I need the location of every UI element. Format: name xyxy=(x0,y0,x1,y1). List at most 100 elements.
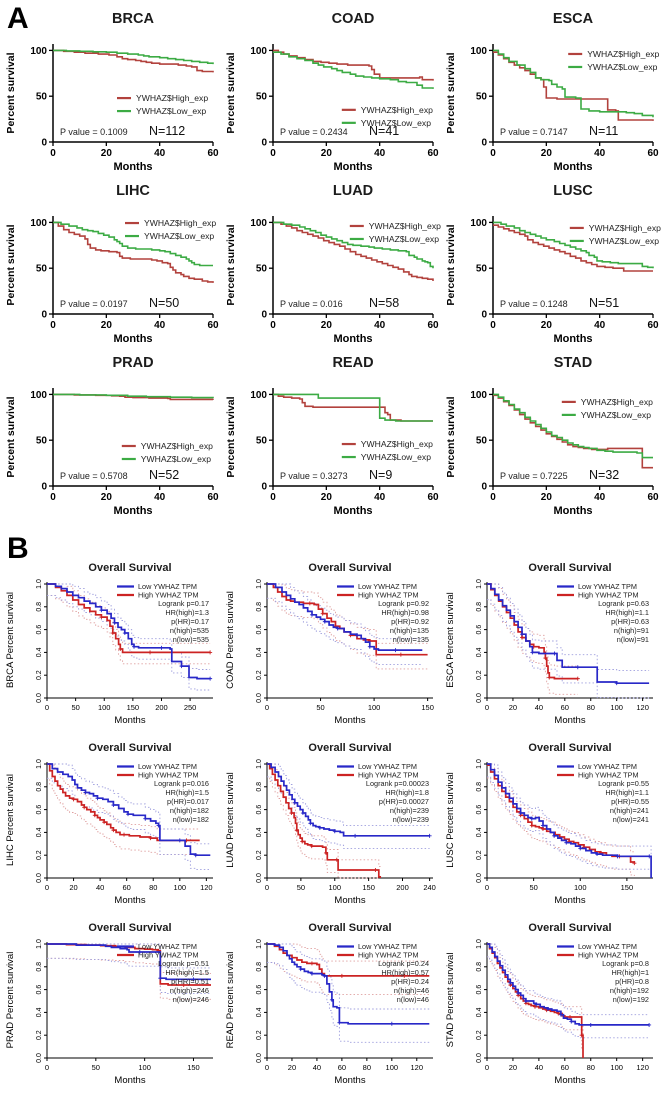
y-axis-label: Percent survival xyxy=(5,396,17,477)
ci-curve-low xyxy=(487,776,652,878)
x-tick-label: 60 xyxy=(427,320,439,331)
n-label: N=9 xyxy=(369,468,392,482)
x-tick-label: 0 xyxy=(485,703,489,712)
legend-label-high: High YWHAZ TPM xyxy=(138,951,199,960)
stat-line: n(high)=241 xyxy=(610,806,649,815)
censor-mark xyxy=(322,619,327,624)
stat-line: HR(high)=0.98 xyxy=(381,608,429,617)
x-tick-label: 100 xyxy=(328,883,341,892)
y-tick-label: 0.4 xyxy=(36,1007,43,1017)
y-tick-label: 0.0 xyxy=(476,1053,483,1063)
x-tick-label: 50 xyxy=(316,703,324,712)
x-tick-label: 100 xyxy=(98,703,111,712)
survival-chart-svg: LIHC 0 50 100 0 20 40 60 Months Percent survival Y… xyxy=(5,183,219,345)
censor-mark xyxy=(148,836,153,841)
censor-mark xyxy=(309,844,314,849)
x-tick-label: 0 xyxy=(45,883,49,892)
censor-mark xyxy=(332,829,337,834)
x-tick-label: 200 xyxy=(155,703,168,712)
censor-mark xyxy=(568,1014,572,1019)
y-axis-label: Percent survival xyxy=(445,396,457,477)
stat-line: n(low)=192 xyxy=(613,995,649,1004)
x-tick-label: 0 xyxy=(490,492,496,503)
censor-mark xyxy=(292,800,297,805)
x-tick-label: 60 xyxy=(427,492,439,503)
y-axis-label: Percent survival xyxy=(5,52,17,133)
censor-mark xyxy=(122,631,127,636)
stat-line: n(low)=182 xyxy=(173,815,209,824)
survival-chart-svg: COAD 0 50 100 0 20 40 60 Months Percent survival Y… xyxy=(225,11,439,173)
chart-title: COAD xyxy=(332,11,375,27)
x-tick-label: 20 xyxy=(541,320,553,331)
x-tick-label: 100 xyxy=(610,703,623,712)
censor-mark xyxy=(575,665,580,670)
y-tick-label: 0.4 xyxy=(36,647,43,657)
survival-curve-low xyxy=(487,583,650,685)
y-tick-label: 0.2 xyxy=(256,850,263,860)
survival-curve-high xyxy=(273,393,433,422)
censor-mark xyxy=(393,648,398,653)
x-tick-label: 100 xyxy=(368,703,381,712)
x-tick-label: 80 xyxy=(587,1063,595,1072)
ci-curve-low xyxy=(267,583,423,640)
x-tick-label: 60 xyxy=(647,320,659,331)
y-tick-label: 100 xyxy=(250,218,267,229)
y-tick-label: 0.4 xyxy=(256,647,263,657)
censor-mark xyxy=(309,612,314,617)
ci-curve-high xyxy=(267,776,381,879)
censor-mark xyxy=(632,861,637,866)
legend-label-high: High YWHAZ TPM xyxy=(138,771,199,780)
legend-label-low: Low YWHAZ TPM xyxy=(138,942,197,951)
legend-label-high: High YWHAZ TPM xyxy=(358,591,419,600)
censor-mark xyxy=(102,820,107,825)
x-tick-label: 40 xyxy=(374,492,386,503)
legend-label-high: YWHAZ$High_exp xyxy=(361,439,433,449)
y-tick-label: 50 xyxy=(256,264,268,275)
legend-label-high: High YWHAZ TPM xyxy=(138,591,199,600)
x-tick-label: 120 xyxy=(636,1063,649,1072)
legend-label-low: YWHAZ$Low_exp xyxy=(361,452,431,462)
censor-mark xyxy=(337,1020,342,1025)
ci-curve-low xyxy=(487,943,650,1016)
chart-lusc-a: LUSC 0 50 100 0 20 40 60 Months Percent survival Y… xyxy=(441,178,661,350)
y-tick-label: 0.8 xyxy=(256,962,263,972)
x-tick-label: 80 xyxy=(587,703,595,712)
ci-curve-high xyxy=(267,597,428,670)
n-label: N=58 xyxy=(369,296,399,310)
censor-mark xyxy=(540,823,545,828)
x-axis-label: Months xyxy=(334,1075,365,1086)
chart-title: ESCA xyxy=(553,11,594,27)
censor-mark xyxy=(402,973,407,978)
ci-curve-high xyxy=(487,956,584,1058)
y-tick-label: 0.0 xyxy=(36,873,43,883)
stat-line: p(HR)=0.51 xyxy=(171,977,209,986)
y-tick-label: 0.4 xyxy=(476,1007,483,1017)
p-value-label: P value = 0.016 xyxy=(280,299,343,309)
chart-title: PRAD xyxy=(112,355,153,371)
censor-mark xyxy=(595,852,600,857)
x-axis-label: Months xyxy=(553,161,592,173)
y-tick-label: 100 xyxy=(470,390,487,401)
y-axis-label: LUSC Percent survival xyxy=(445,772,456,868)
x-tick-label: 0 xyxy=(270,492,276,503)
censor-mark xyxy=(111,828,116,833)
legend-label-high: YWHAZ$High_exp xyxy=(369,221,441,231)
x-axis-label: Months xyxy=(553,505,592,517)
stat-line: n(high)=135 xyxy=(390,626,429,635)
survival-curve-low xyxy=(47,763,211,857)
y-tick-label: 50 xyxy=(476,436,488,447)
survival-curve-high xyxy=(47,763,200,842)
y-tick-label: 0.8 xyxy=(256,602,263,612)
stat-line: p(HR)=0.17 xyxy=(171,617,209,626)
y-tick-label: 1.0 xyxy=(256,939,263,949)
x-tick-label: 40 xyxy=(374,320,386,331)
ci-curve-high xyxy=(487,763,635,853)
y-tick-label: 0.6 xyxy=(256,985,263,995)
y-tick-label: 100 xyxy=(30,218,47,229)
chart-brca-b: Overall Survival 0.0 0.2 0.4 0.6 0.8 1.0 0 50 100… xyxy=(1,556,221,736)
survival-curve-low xyxy=(47,583,211,680)
ci-curve-high xyxy=(487,599,578,695)
y-tick-label: 0.4 xyxy=(476,827,483,837)
censor-mark xyxy=(143,816,148,821)
survival-curve-low xyxy=(53,221,213,267)
